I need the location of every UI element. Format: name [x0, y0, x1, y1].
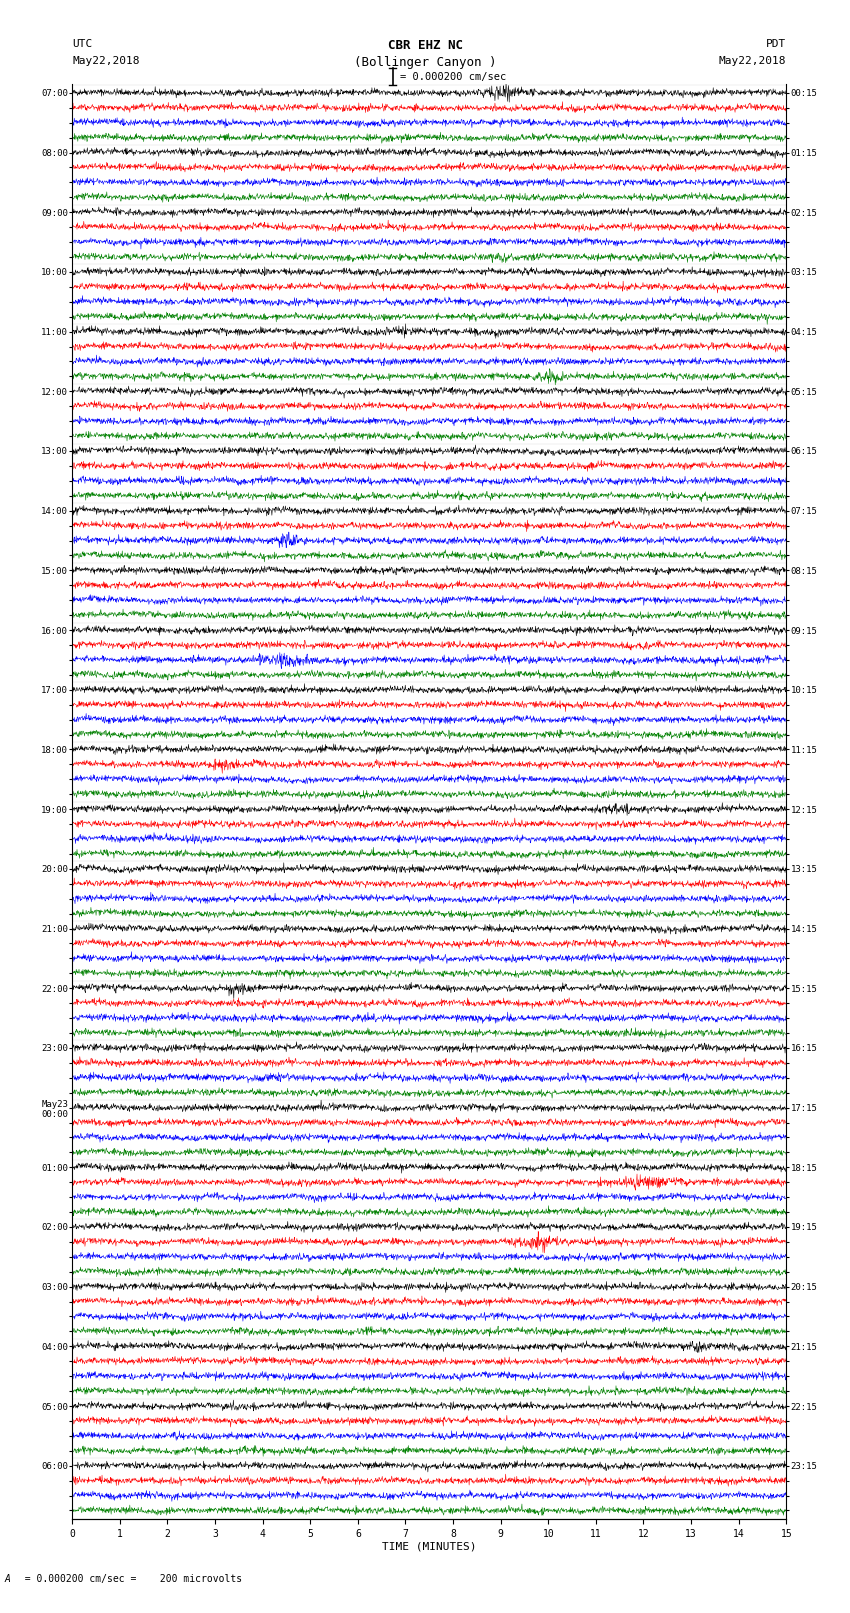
- Text: CBR EHZ NC: CBR EHZ NC: [388, 39, 462, 52]
- Text: (Bollinger Canyon ): (Bollinger Canyon ): [354, 56, 496, 69]
- Text: PDT: PDT: [766, 39, 786, 48]
- Text: A: A: [4, 1574, 10, 1584]
- Text: UTC: UTC: [72, 39, 93, 48]
- Text: May22,2018: May22,2018: [72, 56, 139, 66]
- Text: May22,2018: May22,2018: [719, 56, 786, 66]
- X-axis label: TIME (MINUTES): TIME (MINUTES): [382, 1542, 477, 1552]
- Text: = 0.000200 cm/sec =    200 microvolts: = 0.000200 cm/sec = 200 microvolts: [13, 1574, 242, 1584]
- Text: = 0.000200 cm/sec: = 0.000200 cm/sec: [400, 71, 506, 82]
